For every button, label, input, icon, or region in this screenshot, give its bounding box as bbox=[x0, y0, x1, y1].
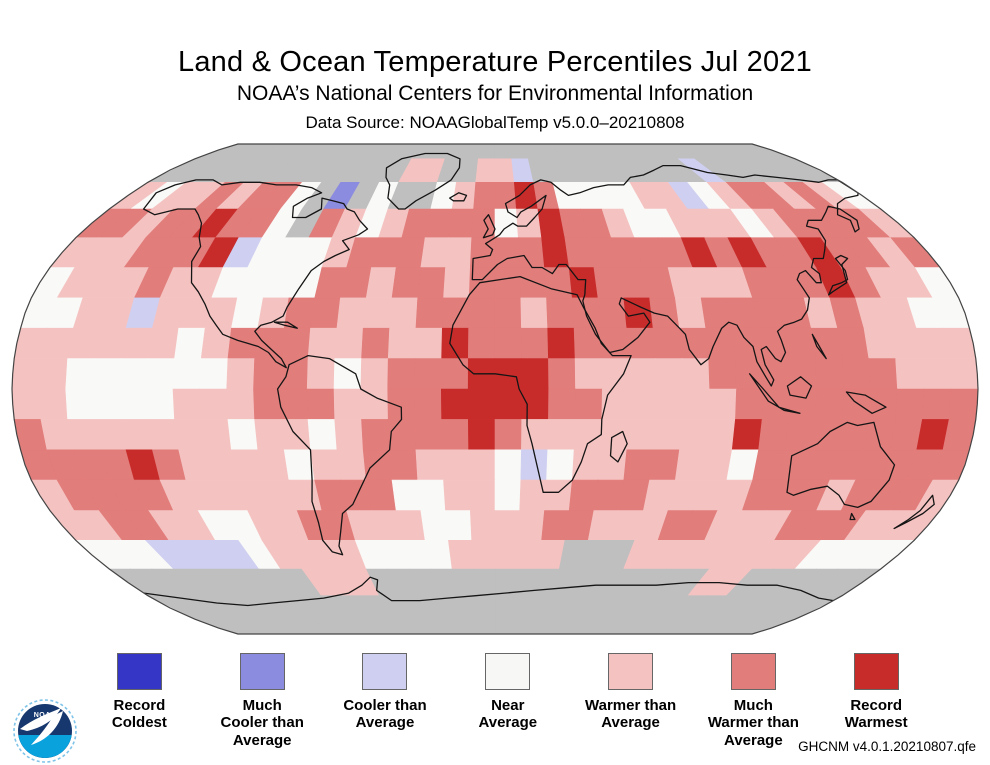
page-title: Land & Ocean Temperature Percentiles Jul… bbox=[178, 46, 812, 78]
world-map-svg bbox=[11, 143, 979, 635]
seagull-icon bbox=[20, 708, 61, 731]
legend-swatch bbox=[239, 653, 285, 690]
legend-swatch bbox=[116, 653, 162, 690]
legend: Record Coldest Much Cooler than Average Co… bbox=[78, 653, 938, 749]
data-source-label: Data Source: NOAAGlobalTemp v5.0.0–20210… bbox=[305, 113, 685, 132]
coastlines bbox=[142, 152, 935, 607]
dataset-version-label: GHCNM v4.0.1.20210807.qfe bbox=[798, 739, 976, 754]
legend-item-w: Warmer than Average bbox=[569, 653, 692, 749]
legend-label: Record Coldest bbox=[111, 697, 167, 732]
legend-label: Cooler than Average bbox=[343, 697, 427, 732]
legend-label: Much Cooler than Average bbox=[220, 697, 304, 749]
legend-swatch bbox=[485, 653, 531, 690]
legend-item-B: Record Coldest bbox=[78, 653, 201, 749]
legend-item-N: Near Average bbox=[446, 653, 569, 749]
legend-item-M: Much Warmer than Average bbox=[692, 653, 815, 749]
legend-label: Near Average bbox=[478, 697, 538, 732]
legend-swatch bbox=[853, 653, 899, 690]
noaa-logo-icon: NOAA bbox=[13, 699, 77, 763]
legend-swatch bbox=[362, 653, 408, 690]
world-temperature-percentile-map bbox=[10, 141, 980, 638]
map-outline bbox=[11, 143, 979, 635]
percentile-grid-cells bbox=[12, 144, 978, 634]
legend-item-C: Much Cooler than Average bbox=[201, 653, 324, 749]
legend-label: Much Warmer than Average bbox=[707, 697, 799, 749]
seagull-wing-icon bbox=[31, 711, 63, 745]
legend-item-c: Cooler than Average bbox=[324, 653, 447, 749]
legend-label: Record Warmest bbox=[844, 697, 908, 732]
page-subtitle: NOAA’s National Centers for Environmenta… bbox=[236, 82, 754, 105]
noaa-logo-text: NOAA bbox=[34, 712, 57, 719]
legend-label: Warmer than Average bbox=[585, 697, 677, 732]
legend-item-R: Record Warmest bbox=[815, 653, 938, 749]
legend-swatch bbox=[730, 653, 776, 690]
legend-swatch bbox=[608, 653, 654, 690]
